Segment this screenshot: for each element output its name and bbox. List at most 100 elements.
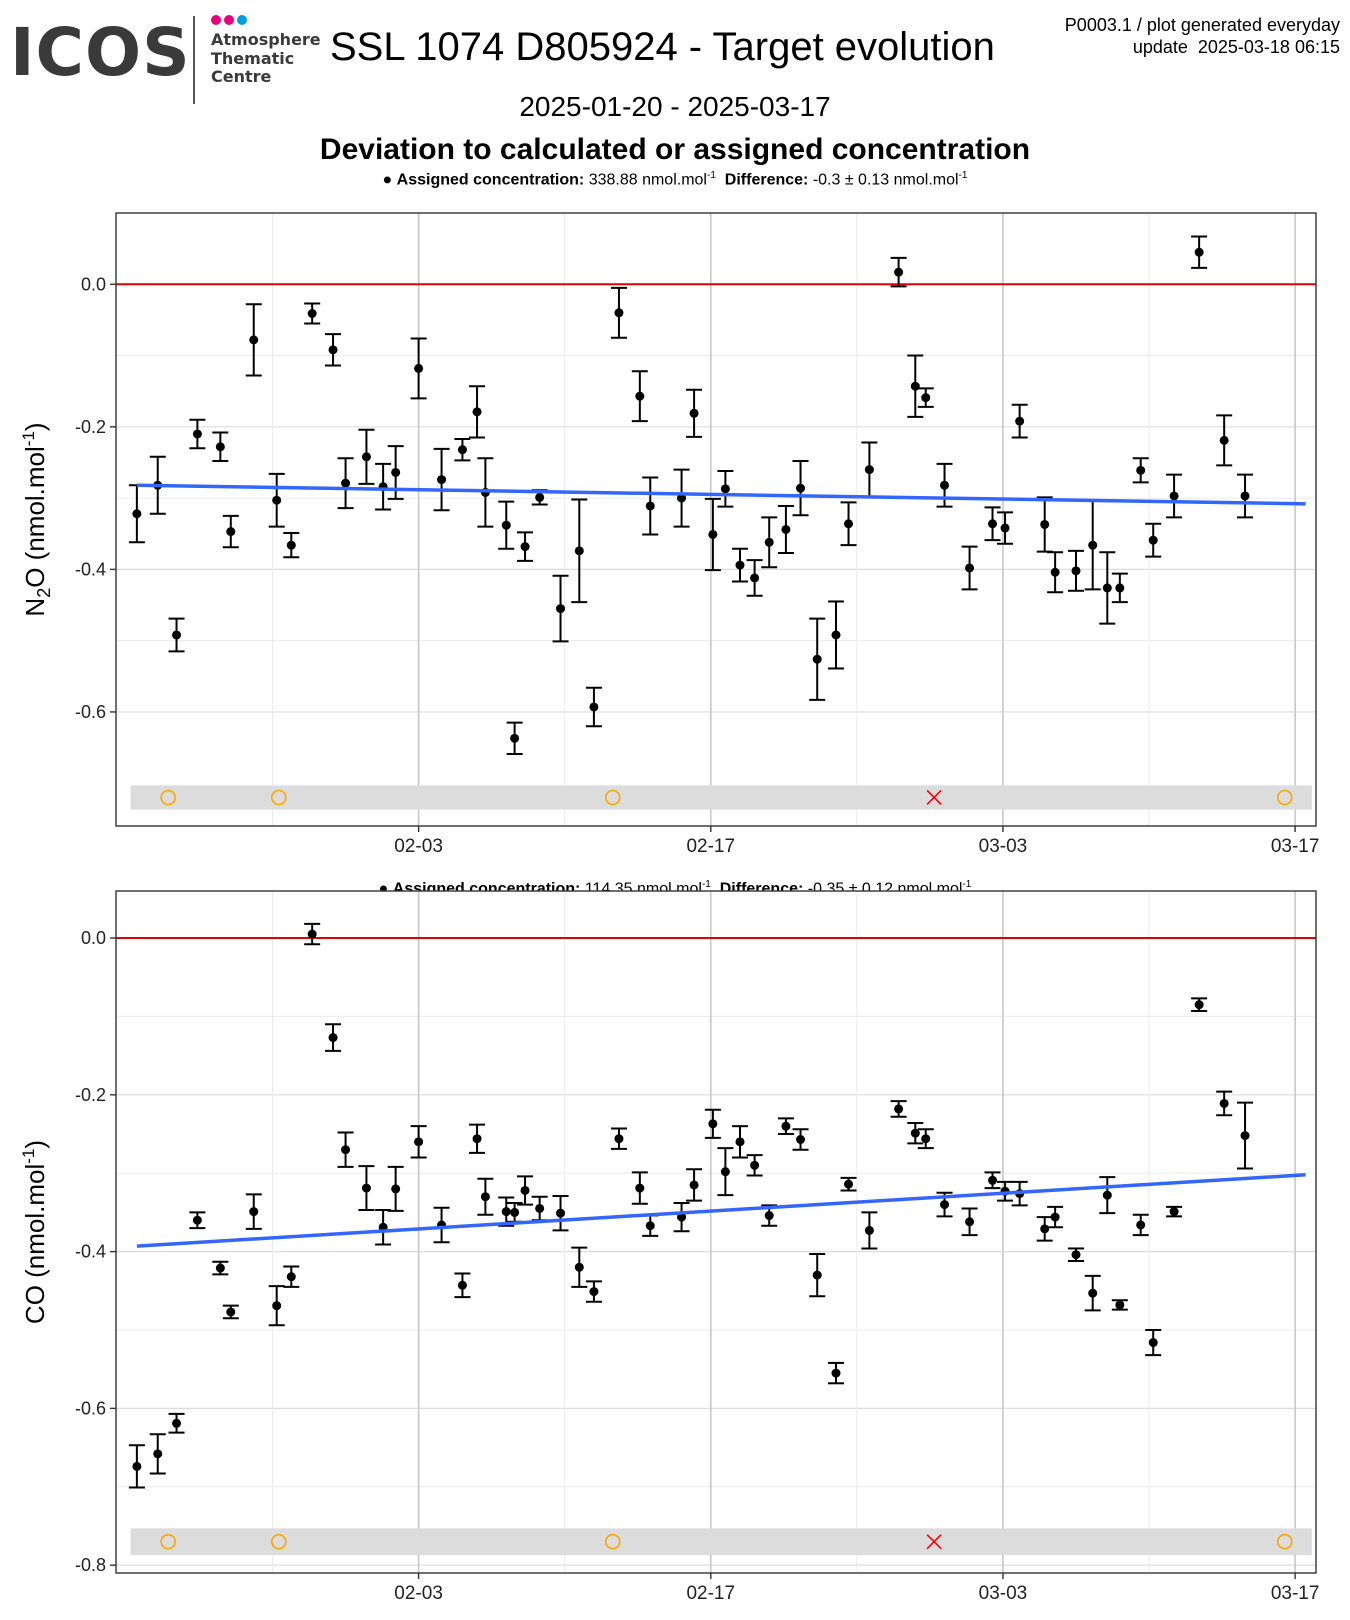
data-point [132, 1461, 142, 1471]
x-tick-label: 03-17 [1271, 836, 1320, 857]
data-point [1088, 1288, 1098, 1298]
y-axis-title: CO (nmol.mol-1) [19, 1140, 50, 1324]
x-tick-label: 03-17 [1271, 1583, 1320, 1604]
y-tick-label: -0.2 [75, 417, 106, 437]
data-point [307, 309, 317, 319]
data-point [361, 1183, 371, 1193]
data-point [831, 630, 841, 640]
y-tick-label: -0.6 [75, 1398, 106, 1418]
y-tick-label: -0.2 [75, 1085, 106, 1105]
data-point [894, 267, 904, 277]
unit-superscript: -1 [701, 879, 711, 890]
data-point [1194, 247, 1204, 257]
data-point [1240, 491, 1250, 501]
data-point [796, 483, 806, 493]
flag-band [130, 785, 1312, 810]
data-point [750, 573, 760, 583]
data-point [1088, 540, 1098, 550]
data-point [940, 480, 950, 490]
data-point [437, 475, 447, 485]
data-point [864, 465, 874, 475]
data-point [414, 363, 424, 373]
flag-cross-stroke [926, 1534, 942, 1550]
data-point [864, 1225, 874, 1235]
data-point [226, 1307, 236, 1317]
data-point [172, 1418, 182, 1428]
data-point [520, 542, 530, 552]
x-tick-label: 03-03 [979, 836, 1028, 857]
y-axis-title: N2O (nmol.mol-1) [19, 422, 54, 616]
data-point [391, 1184, 401, 1194]
data-point [894, 1104, 904, 1114]
data-point [1015, 416, 1025, 426]
data-point [132, 509, 142, 519]
flag-circle-icon [1276, 789, 1293, 806]
data-point [812, 1270, 822, 1280]
data-point [796, 1134, 806, 1144]
data-point [272, 1301, 282, 1311]
data-point [510, 733, 520, 743]
legend-dot-icon: ● [382, 171, 393, 189]
data-point [1000, 523, 1010, 533]
y-axis-title-superscript: -1 [19, 1149, 38, 1164]
unit-superscript: -1 [962, 879, 972, 890]
data-point [910, 381, 920, 391]
update-line: update 2025-03-18 06:15 [1132, 37, 1340, 57]
data-point [921, 1134, 931, 1144]
logo-dot-icon [211, 15, 221, 25]
data-point [614, 1134, 624, 1144]
data-point [472, 407, 482, 417]
y-tick-label: -0.6 [75, 702, 106, 722]
chart-title: SSL 1074 D805924 - Target evolution [330, 25, 995, 69]
data-point [781, 1121, 791, 1131]
data-point [472, 1134, 482, 1144]
n2o-info-line: ● Assigned concentration: 338.88 nmol.mo… [0, 166, 1350, 190]
data-point [831, 1368, 841, 1378]
flag-circle-icon [604, 1533, 621, 1550]
flag-circle-icon [160, 1533, 176, 1550]
data-point [1040, 1224, 1050, 1234]
data-point [708, 529, 718, 539]
y-axis-title-main: CO [20, 1285, 50, 1324]
data-point [988, 1175, 998, 1185]
data-point [1219, 435, 1229, 445]
y-axis-title-superscript: -1 [19, 431, 38, 446]
data-point [1040, 519, 1050, 529]
data-point [1071, 566, 1081, 576]
y-tick-label: 0.0 [81, 274, 106, 294]
panel-border [115, 212, 1317, 827]
data-point [556, 604, 566, 614]
data-point [172, 630, 182, 640]
flag-circle-icon [270, 789, 287, 806]
data-point [574, 546, 584, 556]
data-point [764, 537, 774, 547]
x-tick-label: 02-17 [686, 1583, 735, 1604]
data-point [574, 1262, 584, 1272]
data-point [510, 1207, 520, 1217]
data-point [735, 1137, 745, 1147]
plot-id-line: P0003.1 / plot generated everyday [1064, 15, 1340, 35]
data-point [921, 393, 931, 403]
data-point [249, 1207, 259, 1217]
panel-background [116, 213, 1316, 826]
data-point [1148, 1338, 1158, 1348]
data-point [1240, 1131, 1250, 1141]
data-point [589, 1287, 599, 1297]
flag-circle-icon [1276, 1533, 1293, 1550]
data-point [286, 540, 296, 550]
data-point [480, 1192, 490, 1202]
data-point [812, 654, 822, 664]
data-point [1115, 583, 1125, 593]
header: ICOS Atmosphere Thematic Centre SSL 1074… [0, 0, 1350, 200]
data-point [1148, 535, 1158, 545]
flag-circle-icon [270, 1533, 287, 1550]
data-point [614, 308, 624, 318]
data-point [844, 519, 854, 529]
data-point [844, 1179, 854, 1189]
data-point [677, 1212, 687, 1222]
data-point [457, 1280, 467, 1290]
data-point [249, 335, 259, 345]
y-axis-title-rest: O (nmol.mol [20, 446, 50, 588]
data-point [1102, 1190, 1112, 1200]
data-point [361, 452, 371, 462]
